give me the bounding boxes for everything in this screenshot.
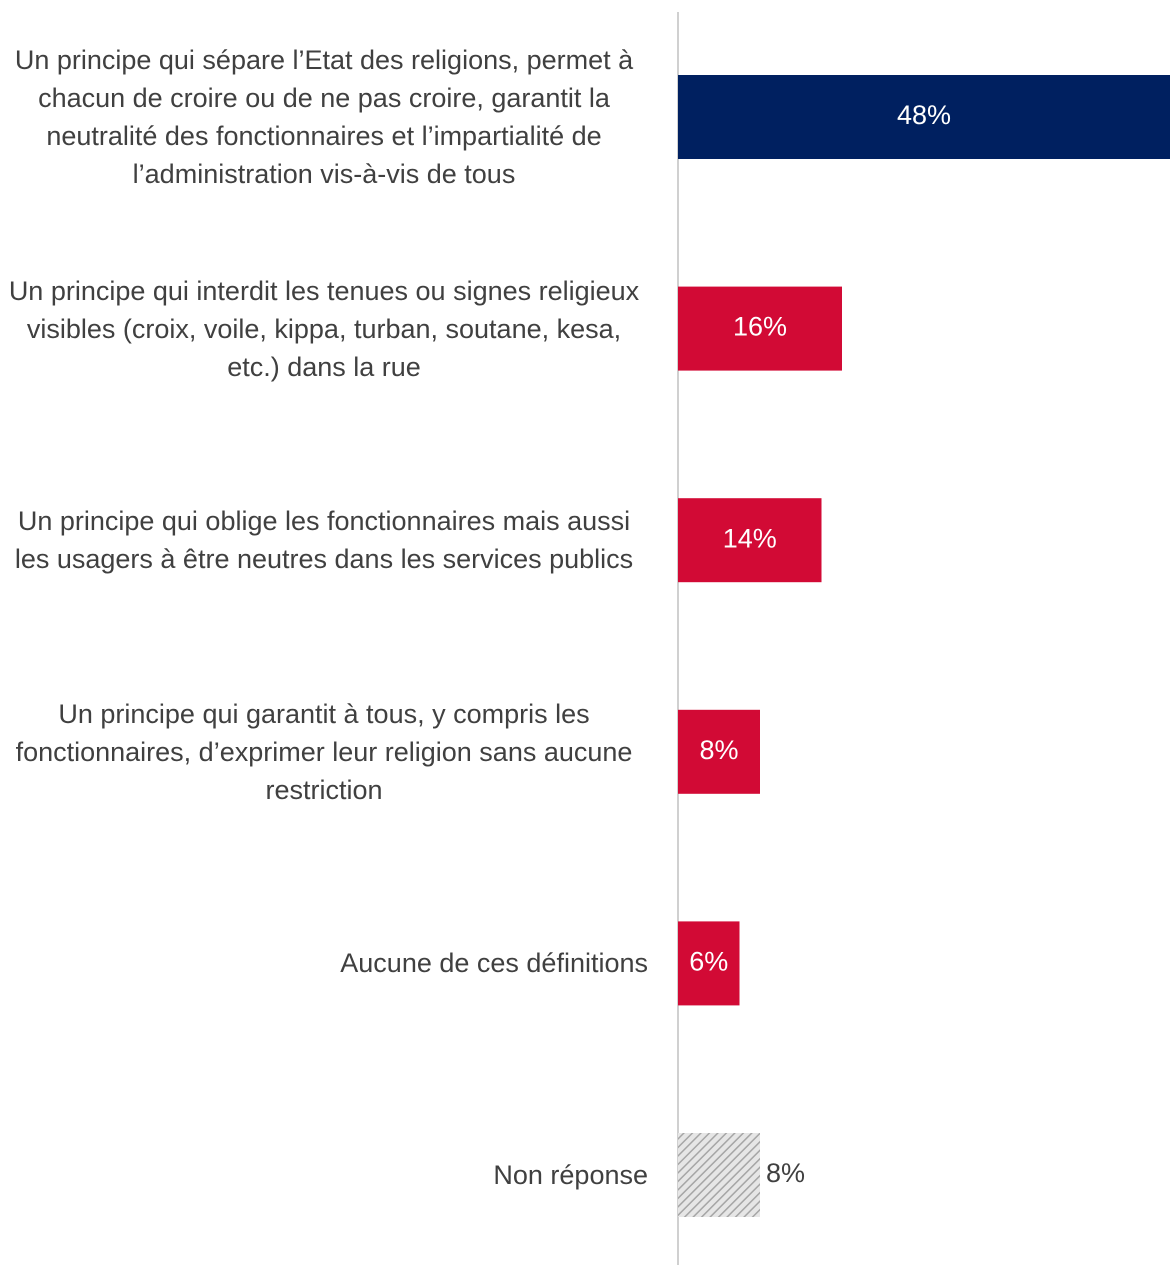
bar bbox=[678, 286, 842, 371]
bar bbox=[678, 709, 760, 794]
category-label: Un principe qui garantit à tous, y compr… bbox=[15, 698, 633, 805]
value-label: 8% bbox=[699, 735, 738, 765]
category-label: Un principe qui oblige les fonctionnaire… bbox=[14, 506, 634, 575]
category-label: Aucune de ces définitions bbox=[340, 948, 648, 979]
value-label: 14% bbox=[723, 523, 777, 553]
bar bbox=[678, 1133, 760, 1217]
bar bbox=[678, 75, 1170, 159]
category-label: Non réponse bbox=[493, 1160, 648, 1190]
value-label: 6% bbox=[689, 947, 728, 977]
value-label: 48% bbox=[897, 100, 951, 130]
bar bbox=[678, 498, 822, 583]
category-label: Un principe qui interdit les tenues ou s… bbox=[8, 275, 640, 382]
value-label: 8% bbox=[766, 1158, 805, 1188]
bar bbox=[678, 921, 740, 1006]
value-label: 16% bbox=[733, 312, 787, 342]
category-label: Un principe qui sépare l’Etat des religi… bbox=[14, 45, 634, 189]
